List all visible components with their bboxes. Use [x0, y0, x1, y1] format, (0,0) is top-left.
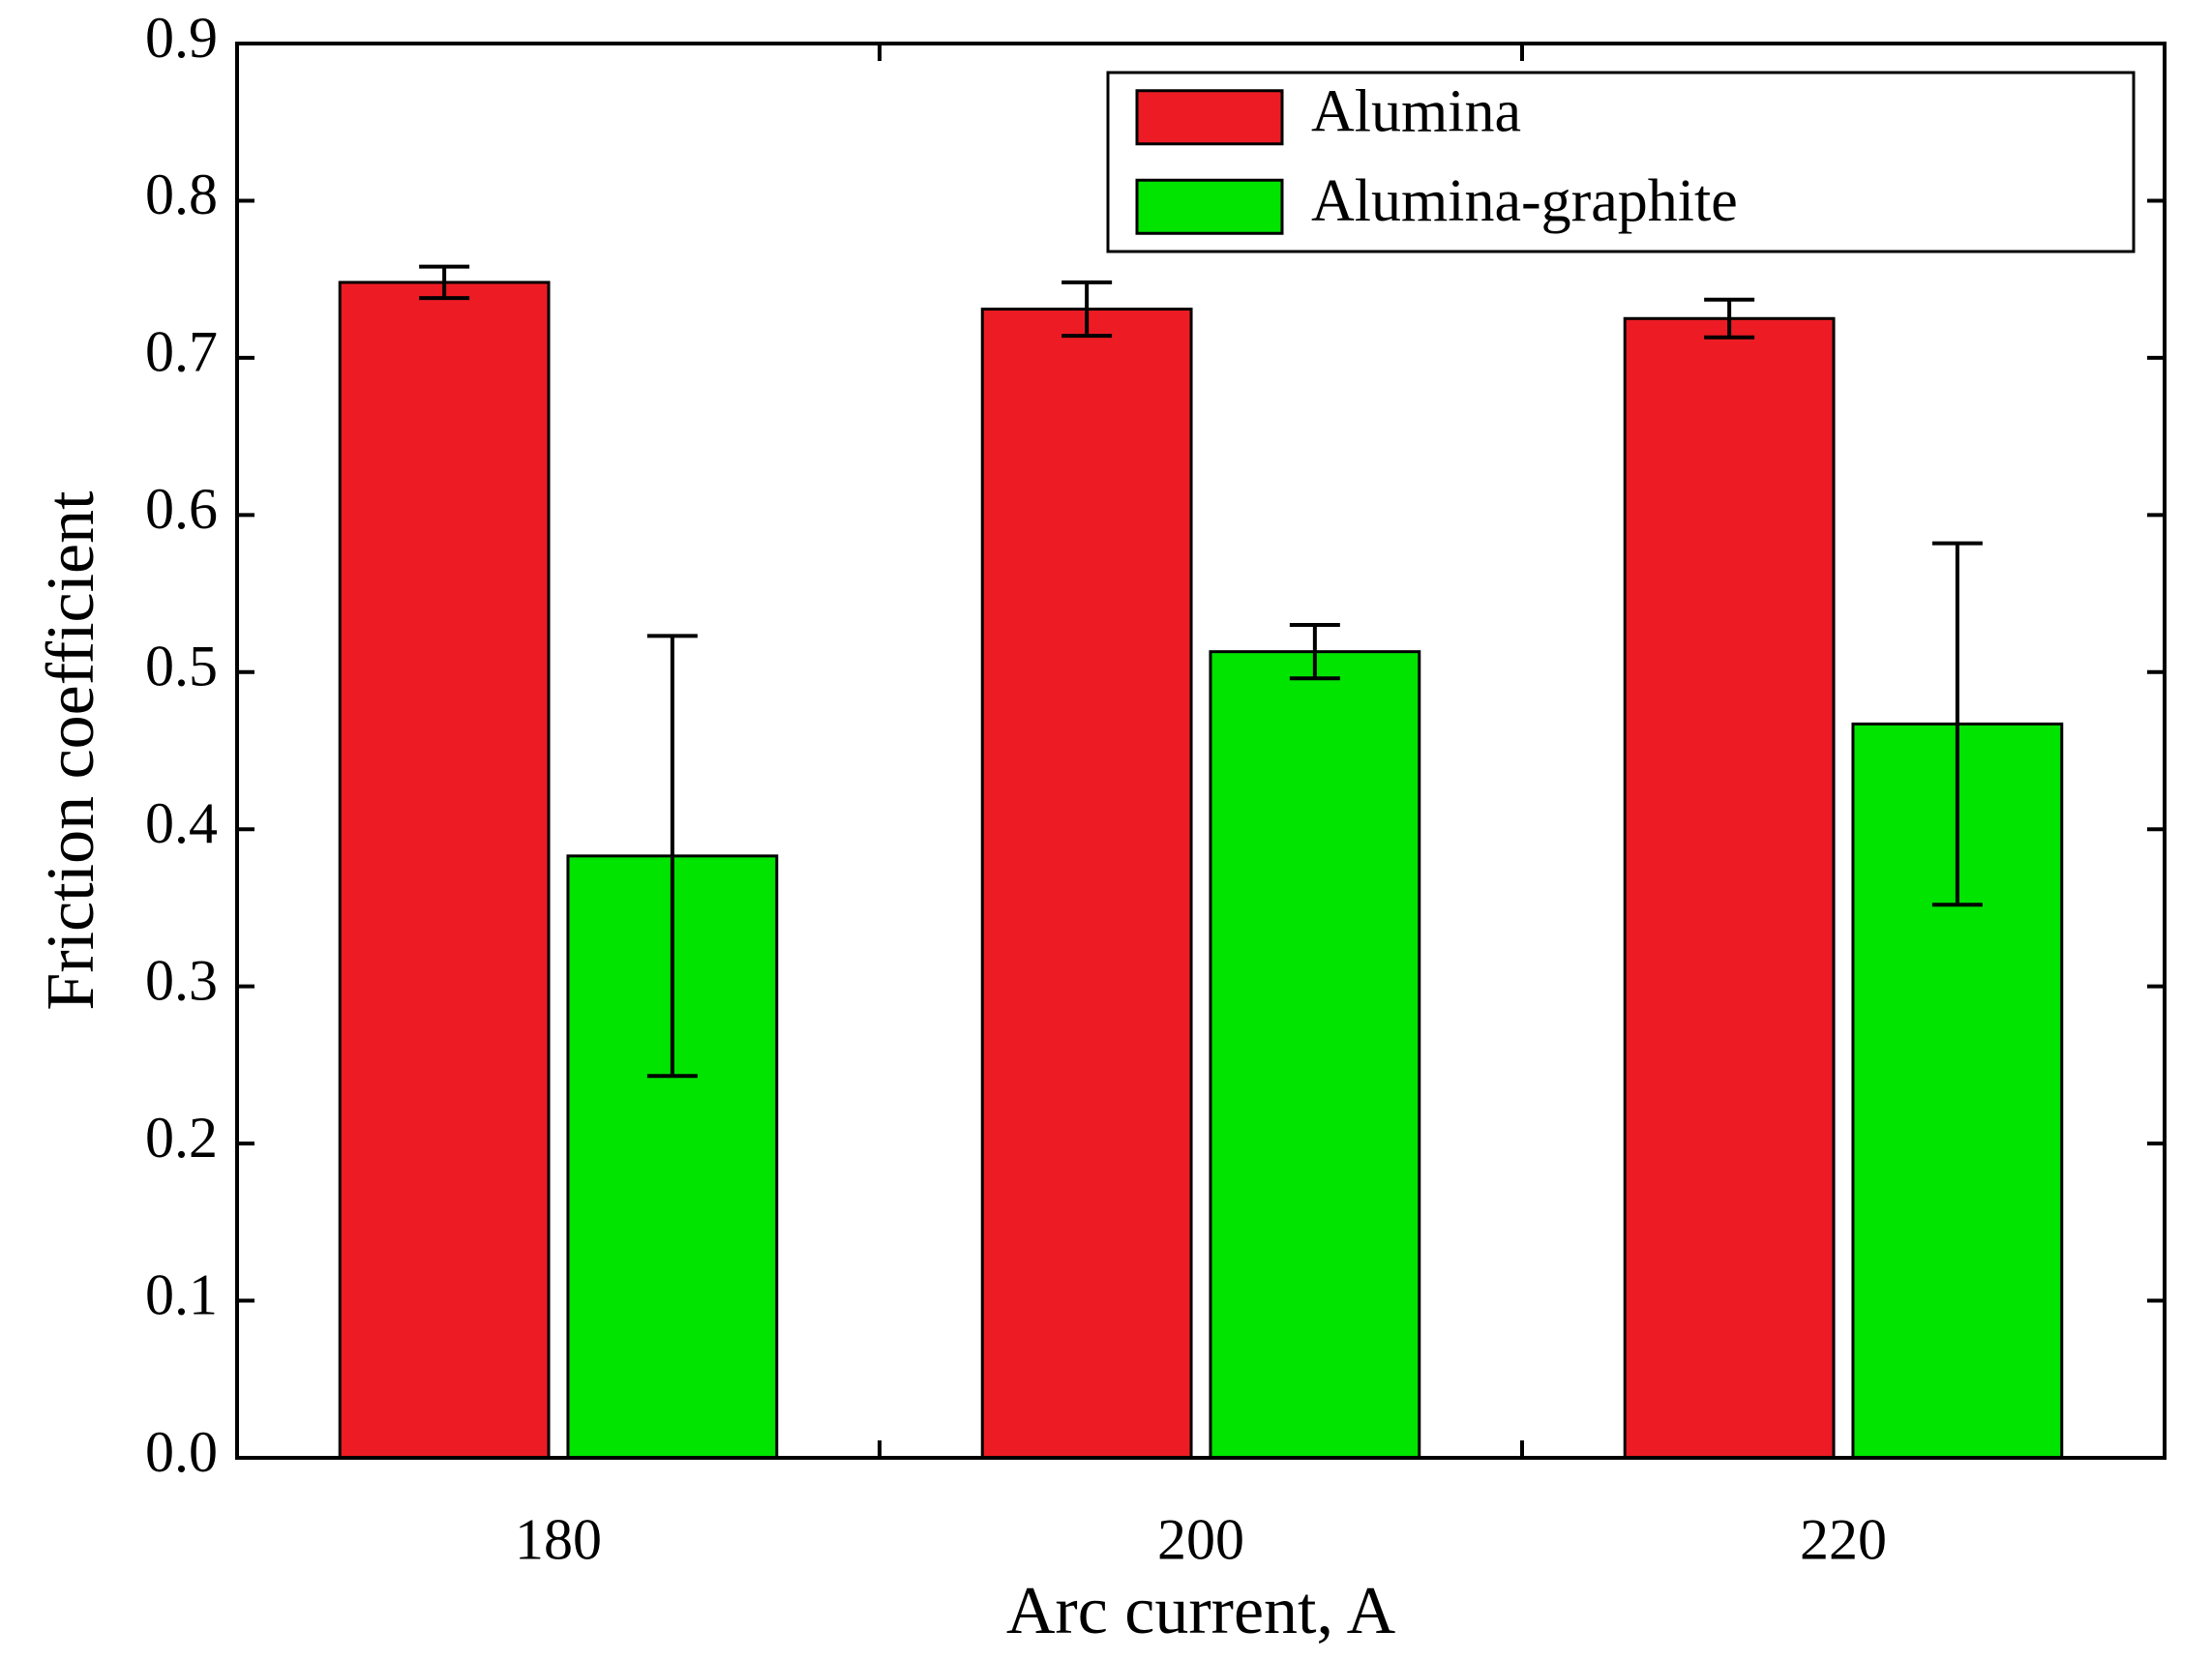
y-tick-label: 0.9 [145, 6, 218, 70]
x-tick-label: 200 [1157, 1507, 1244, 1571]
bars-group [340, 282, 2062, 1458]
legend-label: Alumina-graphite [1311, 168, 1738, 234]
legend-swatch [1137, 91, 1282, 144]
y-tick-label: 0.6 [145, 477, 218, 541]
bar-alumina-graphite-200 [1211, 652, 1420, 1458]
y-tick-label: 0.3 [145, 948, 218, 1012]
x-tick-label: 180 [515, 1507, 602, 1571]
y-tick-label: 0.8 [145, 163, 218, 226]
y-tick-label: 0.1 [145, 1262, 218, 1326]
bar-alumina-220 [1625, 318, 1834, 1458]
x-axis-label: Arc current, A [1006, 1574, 1396, 1648]
bar-alumina-200 [982, 310, 1191, 1458]
x-tick-label: 220 [1800, 1507, 1887, 1571]
y-axis-label: Friction coefficient [34, 490, 108, 1011]
legend: Alumina Alumina-graphite [1108, 73, 2134, 252]
y-tick-label: 0.7 [145, 320, 218, 384]
bar-chart: 0.0 0.1 0.2 0.3 0.4 0.5 0.6 0.7 0.8 0.9 Friction c… [0, 0, 2212, 1655]
legend-swatch [1137, 180, 1282, 233]
y-tick-label: 0.5 [145, 635, 218, 698]
y-tick-label: 0.2 [145, 1106, 218, 1170]
y-tick-label: 0.0 [145, 1420, 218, 1484]
legend-label: Alumina [1311, 78, 1521, 144]
y-tick-label: 0.4 [145, 791, 218, 855]
bar-alumina-180 [340, 282, 549, 1458]
